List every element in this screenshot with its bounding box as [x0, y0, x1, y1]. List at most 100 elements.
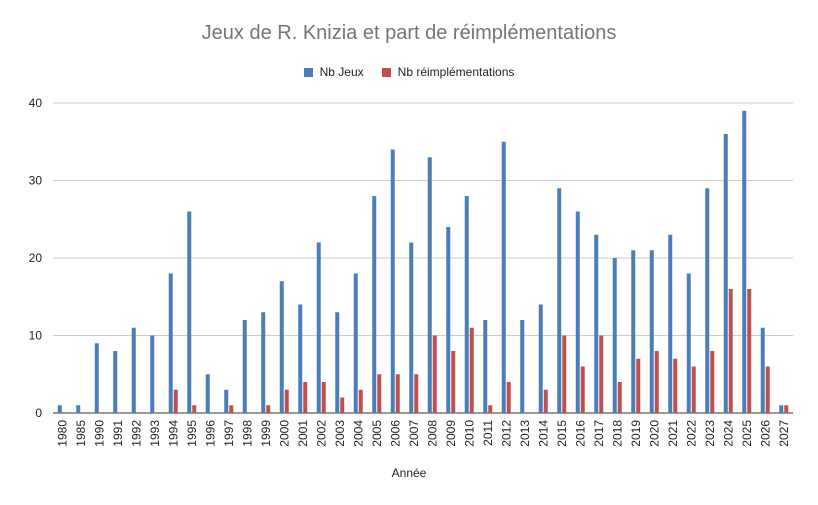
x-tick-label: 2027: [777, 420, 791, 447]
bar-nb-reimplementations: [654, 351, 659, 413]
bar-nb-jeux: [131, 327, 136, 413]
x-tick-label: 2024: [721, 420, 735, 447]
bar-nb-reimplementations: [340, 397, 345, 413]
y-tick-label: 0: [35, 406, 42, 420]
x-tick-label: 2016: [573, 420, 587, 447]
bar-nb-jeux: [501, 141, 506, 413]
bar-nb-reimplementations: [284, 389, 289, 413]
bar-nb-reimplementations: [691, 366, 696, 413]
x-tick-label: 2003: [333, 420, 347, 447]
x-tick-label: 1985: [74, 420, 88, 447]
x-tick-label: 2008: [425, 420, 439, 447]
bar-nb-jeux: [409, 242, 414, 413]
bar-nb-jeux: [94, 343, 99, 413]
bar-nb-jeux: [335, 312, 340, 413]
bar-nb-jeux: [483, 320, 488, 413]
bar-nb-reimplementations: [599, 335, 604, 413]
y-tick-label: 30: [29, 174, 43, 188]
bar-nb-jeux: [612, 258, 617, 413]
x-tick-label: 2022: [684, 420, 698, 447]
bar-nb-jeux: [760, 327, 765, 413]
x-tick-label: 2026: [758, 420, 772, 447]
x-tick-label: 2019: [629, 420, 643, 447]
x-tick-label: 2012: [499, 420, 513, 447]
x-tick-label: 2009: [444, 420, 458, 447]
bar-nb-reimplementations: [506, 382, 511, 413]
bar-nb-jeux: [631, 250, 636, 413]
y-tick-label: 40: [29, 96, 43, 110]
bar-nb-jeux: [594, 234, 599, 413]
bar-nb-reimplementations: [395, 374, 400, 413]
x-tick-label: 1999: [259, 420, 273, 447]
bar-nb-jeux: [575, 211, 580, 413]
legend: Nb Jeux Nb réimplémentations: [0, 65, 818, 79]
x-tick-label: 2000: [277, 420, 291, 447]
bar-nb-jeux: [557, 188, 562, 413]
legend-swatch-nb-jeux: [303, 67, 313, 77]
bar-nb-jeux: [113, 351, 118, 413]
x-tick-label: 2002: [314, 420, 328, 447]
x-tick-label: 2021: [666, 420, 680, 447]
bar-nb-jeux: [279, 281, 284, 413]
x-tick-label: 1980: [55, 420, 69, 447]
bar-nb-reimplementations: [673, 358, 678, 413]
bar-nb-jeux: [150, 335, 155, 413]
legend-swatch-nb-reimplementations: [381, 67, 391, 77]
x-tick-label: 2023: [703, 420, 717, 447]
bar-nb-jeux: [779, 405, 784, 413]
bar-nb-jeux: [427, 157, 432, 413]
x-tick-label: 2011: [481, 420, 495, 446]
bar-nb-jeux: [520, 320, 525, 413]
bar-nb-reimplementations: [580, 366, 585, 413]
bar-nb-reimplementations: [414, 374, 419, 413]
bar-nb-reimplementations: [710, 351, 715, 413]
bar-nb-jeux: [686, 273, 691, 413]
bar-nb-reimplementations: [469, 327, 474, 413]
x-tick-label: 2005: [370, 420, 384, 447]
legend-item-nb-jeux: Nb Jeux: [303, 65, 364, 79]
x-tick-label: 1995: [185, 420, 199, 447]
chart-title: Jeux de R. Knizia et part de réimplément…: [201, 22, 617, 44]
bar-nb-jeux: [649, 250, 654, 413]
bar-nb-reimplementations: [377, 374, 382, 413]
bar-nb-reimplementations: [321, 382, 326, 413]
bar-nb-reimplementations: [543, 389, 548, 413]
x-tick-label: 1990: [92, 420, 106, 447]
bar-nb-jeux: [316, 242, 321, 413]
bar-nb-jeux: [224, 389, 229, 413]
bar-nb-reimplementations: [451, 351, 456, 413]
x-tick-label: 1991: [111, 420, 125, 447]
bar-nb-reimplementations: [358, 389, 363, 413]
x-tick-label: 1998: [240, 420, 254, 447]
bar-nb-jeux: [464, 196, 469, 413]
bar-nb-reimplementations: [303, 382, 308, 413]
bar-nb-reimplementations: [173, 389, 178, 413]
x-axis-label: Année: [391, 466, 427, 480]
bar-nb-jeux: [446, 227, 451, 413]
bar-nb-jeux: [538, 304, 543, 413]
bar-nb-jeux: [668, 234, 673, 413]
bar-nb-jeux: [242, 320, 247, 413]
bar-nb-reimplementations: [229, 405, 234, 413]
x-tick-label: 2007: [407, 420, 421, 447]
x-tick-label: 2006: [388, 420, 402, 447]
bar-nb-jeux: [57, 405, 62, 413]
bar-nb-jeux: [723, 134, 728, 413]
bar-nb-reimplementations: [784, 405, 789, 413]
x-tick-label: 1992: [129, 420, 143, 447]
bar-nb-reimplementations: [765, 366, 770, 413]
legend-label-nb-reimplementations: Nb réimplémentations: [397, 65, 515, 79]
bar-nb-jeux: [353, 273, 358, 413]
bar-nb-reimplementations: [636, 358, 641, 413]
x-tick-label: 2010: [462, 420, 476, 447]
x-tick-label: 1996: [203, 420, 217, 447]
x-tick-label: 2017: [592, 420, 606, 447]
x-tick-label: 2020: [647, 420, 661, 447]
bar-nb-jeux: [76, 405, 81, 413]
bar-nb-jeux: [205, 374, 210, 413]
x-tick-label: 1994: [166, 420, 180, 447]
bar-nb-jeux: [187, 211, 192, 413]
bar-nb-jeux: [372, 196, 377, 413]
y-tick-label: 20: [29, 251, 43, 265]
